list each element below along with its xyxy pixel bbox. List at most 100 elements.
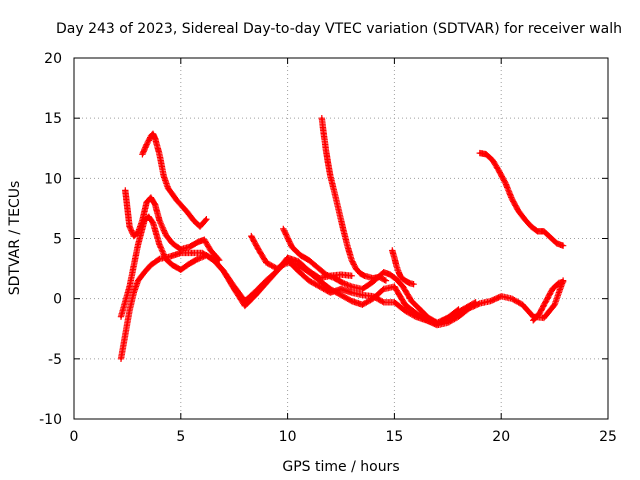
data-point <box>190 251 193 255</box>
data-point <box>491 159 494 162</box>
data-point <box>542 316 546 320</box>
data-point <box>265 261 268 264</box>
y-tick-label: 15 <box>44 111 62 127</box>
data-point <box>318 285 321 288</box>
y-tick-label: -10 <box>39 412 62 428</box>
series-track-e <box>248 232 462 328</box>
data-point <box>478 151 481 155</box>
data-point <box>196 240 200 244</box>
data-point <box>395 265 398 268</box>
data-point <box>544 299 548 303</box>
data-point <box>397 271 400 274</box>
data-point <box>329 174 332 178</box>
data-point <box>119 357 123 360</box>
data-point <box>561 280 565 283</box>
data-point <box>532 319 535 322</box>
data-point <box>446 321 449 324</box>
series-markers <box>318 115 390 284</box>
data-point <box>196 257 200 261</box>
series-markers <box>389 247 417 288</box>
data-point <box>497 169 501 173</box>
data-point <box>350 285 353 288</box>
data-point <box>188 245 191 249</box>
data-point <box>521 303 524 306</box>
data-point <box>350 291 353 294</box>
data-point <box>297 269 300 273</box>
data-point <box>158 243 161 246</box>
data-point <box>414 311 417 315</box>
data-point <box>209 249 212 252</box>
data-point <box>410 299 413 303</box>
data-point <box>171 263 174 267</box>
data-point <box>192 219 195 222</box>
data-point <box>435 321 439 324</box>
data-point <box>333 191 336 194</box>
data-point <box>457 315 460 318</box>
data-point <box>384 279 388 282</box>
data-point <box>143 219 146 222</box>
data-point <box>307 259 311 262</box>
data-point <box>149 196 153 199</box>
data-point <box>141 153 144 156</box>
data-point <box>256 246 259 250</box>
data-point <box>307 279 311 282</box>
data-point <box>145 143 148 146</box>
data-point <box>324 273 328 276</box>
data-point <box>346 244 349 247</box>
x-axis-label: GPS time / hours <box>282 459 399 475</box>
data-point <box>166 186 170 190</box>
data-point <box>179 251 182 255</box>
data-point <box>517 209 520 212</box>
y-tick-label: 10 <box>44 171 62 187</box>
data-point <box>151 221 155 225</box>
data-point <box>339 273 343 276</box>
x-tick-label: 25 <box>599 429 617 445</box>
data-point <box>401 285 405 288</box>
data-point <box>243 304 247 308</box>
data-point <box>341 281 345 285</box>
data-point <box>290 245 294 249</box>
data-point <box>265 281 268 285</box>
data-point <box>145 201 148 204</box>
data-point <box>371 277 375 280</box>
data-point <box>149 135 153 138</box>
data-point <box>168 255 172 258</box>
data-point <box>307 271 311 274</box>
data-point <box>233 287 236 291</box>
data-point <box>164 233 167 237</box>
chart-title: Day 243 of 2023, Sidereal Day-to-day VTE… <box>56 21 622 37</box>
data-point <box>154 137 157 140</box>
data-point <box>132 291 135 294</box>
data-point <box>324 149 328 152</box>
data-point <box>382 301 385 304</box>
data-point <box>339 287 343 291</box>
data-point <box>478 302 481 305</box>
data-point <box>188 262 191 265</box>
x-tick-label: 15 <box>385 429 403 445</box>
data-point <box>136 279 140 282</box>
data-point <box>361 303 364 306</box>
data-point <box>282 227 285 231</box>
data-point <box>318 279 321 282</box>
data-point <box>363 274 366 277</box>
data-point <box>557 281 561 285</box>
data-point <box>489 299 492 303</box>
data-point <box>151 132 155 135</box>
data-point <box>201 251 204 255</box>
data-point <box>316 266 319 269</box>
series-track-i <box>476 149 567 249</box>
data-point <box>542 230 546 233</box>
data-point <box>128 285 131 288</box>
data-point <box>320 117 323 120</box>
data-point <box>222 269 225 273</box>
data-point <box>154 203 157 206</box>
data-point <box>350 259 353 262</box>
data-point <box>393 301 396 304</box>
series-track-a <box>139 130 210 230</box>
series-track-h <box>389 247 417 288</box>
y-axis-label: SDTVAR / TECUs <box>7 181 23 296</box>
data-point <box>388 273 392 276</box>
data-point <box>158 219 161 222</box>
data-point <box>171 242 174 245</box>
x-tick-label: 20 <box>492 429 510 445</box>
